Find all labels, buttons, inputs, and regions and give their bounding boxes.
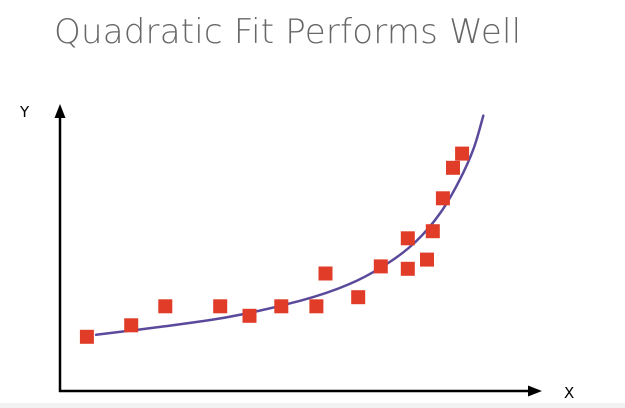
data-point-17 xyxy=(455,146,470,161)
data-point-7 xyxy=(309,299,324,314)
data-point-10 xyxy=(373,259,388,274)
data-point-12 xyxy=(400,231,415,246)
data-point-13 xyxy=(420,252,434,267)
data-point-9 xyxy=(351,290,366,305)
data-point-2 xyxy=(124,318,139,333)
y-axis-arrowhead xyxy=(54,104,66,118)
chart-axes: Y X xyxy=(19,103,574,402)
quadratic-fit-curve xyxy=(94,114,485,337)
data-point-6 xyxy=(274,299,289,314)
x-axis-label: X xyxy=(564,384,574,402)
data-point-16 xyxy=(446,160,460,175)
footer-strip xyxy=(0,403,625,408)
y-axis-label: Y xyxy=(19,103,30,121)
data-point-14 xyxy=(425,224,440,239)
data-point-8 xyxy=(318,266,333,281)
data-point-15 xyxy=(435,191,450,206)
data-point-5 xyxy=(242,308,257,323)
data-point-11 xyxy=(400,261,415,276)
plot-area xyxy=(79,114,485,344)
data-point-1 xyxy=(79,329,94,344)
data-point-3 xyxy=(158,299,173,314)
slide-title: Quadratic Fit Performs Well xyxy=(54,12,522,52)
data-point-4 xyxy=(213,299,228,314)
x-axis-arrowhead xyxy=(528,385,542,397)
